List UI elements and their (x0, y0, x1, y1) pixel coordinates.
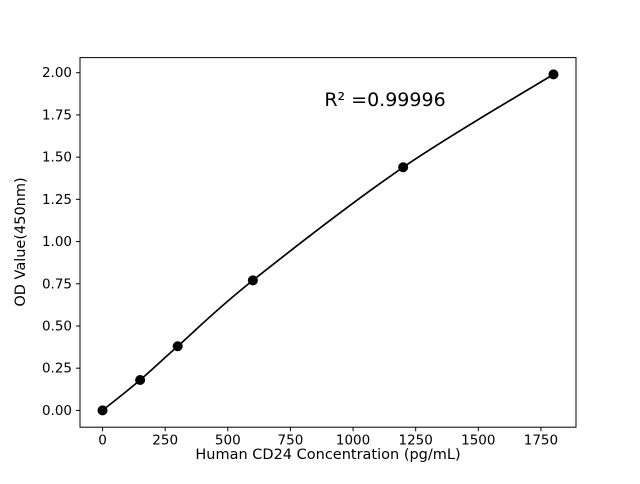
data-point (172, 341, 183, 352)
data-point (135, 375, 146, 386)
x-tick-label: 500 (215, 433, 241, 449)
data-point (548, 69, 559, 80)
fit-curve (101, 73, 555, 412)
r-squared-annotation: R² =0.99996 (324, 89, 445, 111)
y-tick-label: 0.50 (42, 318, 72, 334)
plot-area: 0 250 500 750 1000 1250 1500 1750 0.00 0.25 0.50 0.… (42, 57, 577, 449)
x-tick-label: 1000 (336, 433, 370, 449)
y-tick-label: 0.75 (42, 276, 72, 292)
x-tick-label: 250 (152, 433, 178, 449)
data-point (247, 275, 258, 286)
x-axis-label: Human CD24 Concentration (pg/mL) (195, 447, 460, 463)
y-tick-label: 1.50 (42, 150, 72, 166)
x-tick-label: 0 (98, 433, 107, 449)
y-tick-label: 1.25 (42, 192, 72, 208)
x-tick-label: 750 (278, 433, 304, 449)
y-axis-label: OD Value(450nm) (13, 177, 29, 306)
y-tick-label: 1.00 (42, 234, 72, 250)
y-tick-label: 0.25 (42, 361, 72, 377)
y-tick-label: 0.00 (42, 403, 72, 419)
plot-border (79, 57, 577, 428)
x-tick-label: 1250 (398, 433, 432, 449)
y-tick-label: 1.75 (42, 107, 72, 123)
x-tick-label: 1500 (461, 433, 495, 449)
data-point (398, 162, 409, 173)
data-point (97, 405, 108, 416)
x-tick-label: 1750 (524, 433, 558, 449)
y-tick-label: 2.00 (42, 65, 72, 81)
